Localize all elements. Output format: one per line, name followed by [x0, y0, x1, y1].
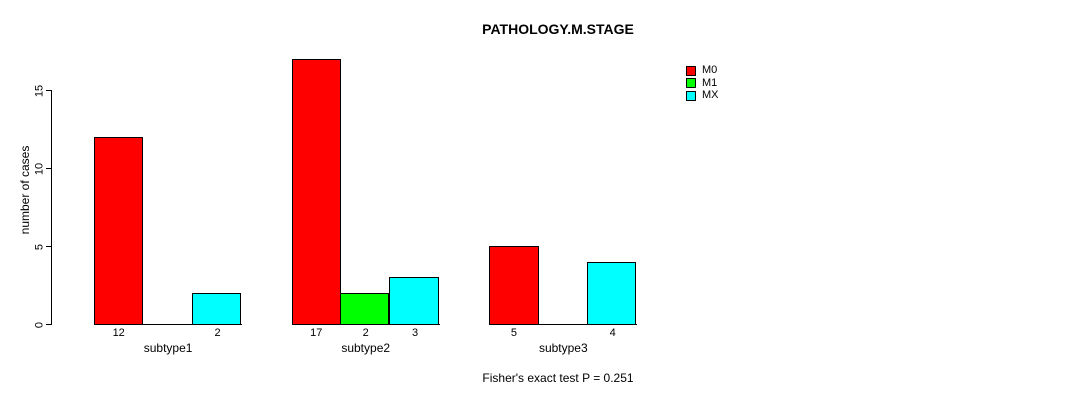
- bar-value-label: 2: [362, 327, 369, 339]
- footer-stat-text: Fisher's exact test P = 0.251: [482, 371, 634, 385]
- chart-title: PATHOLOGY.M.STAGE: [482, 21, 634, 37]
- bar-mx-subtype1: [191, 292, 242, 325]
- y-tick: [46, 324, 51, 325]
- y-tick: [46, 168, 51, 169]
- legend-label-mx: MX: [702, 89, 719, 101]
- y-tick-label: 10: [33, 162, 46, 175]
- y-tick: [46, 246, 51, 247]
- bar-mx-subtype3: [587, 261, 637, 325]
- bar-mx-subtype2: [389, 277, 439, 325]
- bar-m0-subtype2: [291, 58, 341, 325]
- bar-value-label: 12: [112, 327, 125, 339]
- bar-value-label: 2: [214, 327, 221, 339]
- legend-row-m0: M0: [686, 65, 717, 76]
- legend-label-m0: M0: [702, 64, 718, 76]
- y-tick-label: 15: [33, 84, 46, 97]
- y-tick-label: 0: [33, 321, 46, 328]
- y-axis-line: [51, 90, 52, 325]
- x-category-label-subtype1: subtype1: [143, 341, 193, 355]
- y-axis-label: number of cases: [18, 145, 32, 235]
- y-tick: [46, 90, 51, 91]
- legend-row-m1: M1: [686, 76, 718, 89]
- y-tick-label: 5: [33, 243, 46, 250]
- bar-m0-subtype1: [94, 136, 144, 325]
- legend-swatch-m1: [686, 78, 696, 88]
- bar-value-label: 5: [510, 327, 517, 339]
- legend-label-m1: M1: [702, 76, 718, 89]
- x-category-label-subtype2: subtype2: [341, 341, 391, 355]
- bar-value-label: 17: [310, 327, 323, 339]
- bar-m1-subtype2: [340, 292, 390, 325]
- group-baseline: [94, 324, 243, 325]
- bar-value-label: 3: [412, 327, 419, 339]
- x-category-label-subtype3: subtype3: [538, 341, 588, 355]
- legend-swatch-mx: [686, 90, 696, 101]
- bar-m0-subtype3: [489, 246, 539, 325]
- bar-value-label: 4: [609, 327, 616, 339]
- legend-row-mx: MX: [686, 90, 719, 101]
- group-baseline: [489, 324, 638, 325]
- legend-swatch-m0: [686, 65, 696, 76]
